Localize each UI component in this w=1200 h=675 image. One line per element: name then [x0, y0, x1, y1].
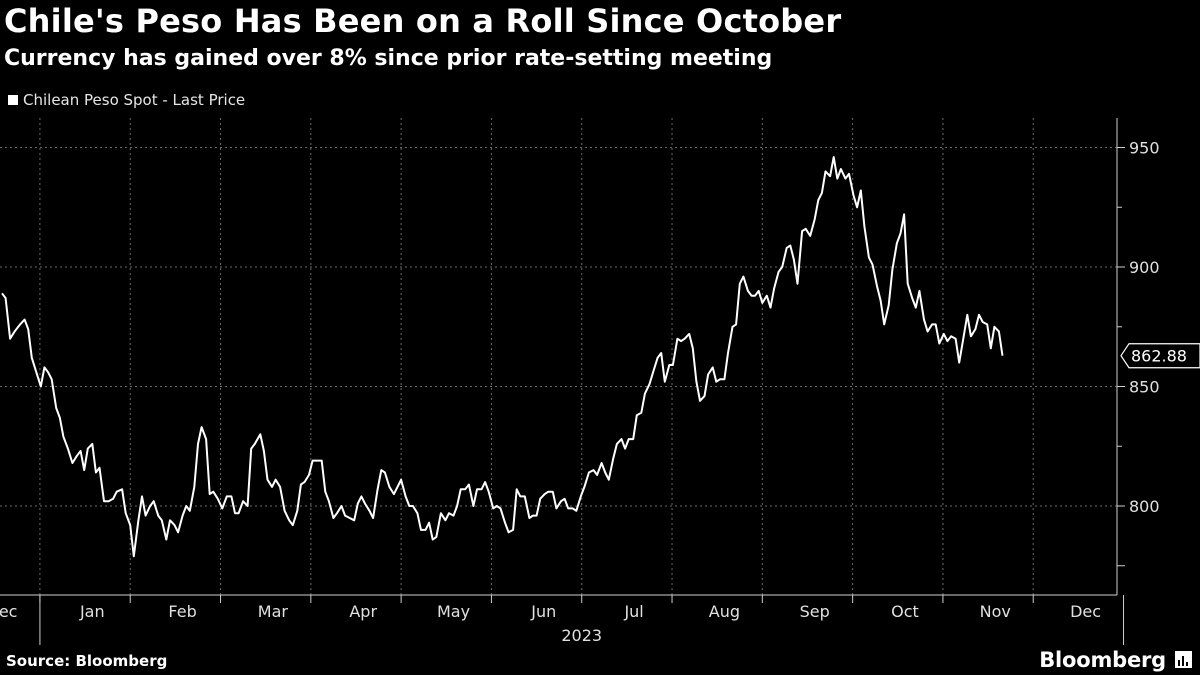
y-tick-label: 900: [1129, 258, 1160, 277]
x-tick-label: Jul: [623, 602, 643, 621]
last-value-callout: 862.88: [1120, 343, 1200, 369]
y-tick-label: 950: [1129, 139, 1160, 158]
x-tick-label: Aug: [709, 602, 740, 621]
y-tick-label: 800: [1129, 497, 1160, 516]
labels: 800 850 900 950 Dec Jan Feb Mar Apr May Jun Jul Aug S…: [0, 139, 1200, 645]
series-layer: [1, 156, 1004, 558]
y-tick-label: 850: [1129, 378, 1160, 397]
source-note: Source: Bloomberg: [6, 652, 168, 670]
x-tick-label: Sep: [800, 602, 830, 621]
x-tick-label: Jun: [530, 602, 556, 621]
x-tick-label: Apr: [349, 602, 377, 621]
axes: [0, 118, 1125, 645]
legend-label: Chilean Peso Spot - Last Price: [23, 91, 246, 109]
x-tick-label: May: [437, 602, 470, 621]
series-line: [1, 156, 1004, 558]
x-tick-label: Mar: [258, 602, 289, 621]
x-tick-label: Nov: [980, 602, 1011, 621]
bloomberg-logo: Bloomberg: [1039, 648, 1166, 672]
x-tick-label: Dec: [1070, 602, 1101, 621]
x-tick-label: Jan: [79, 602, 105, 621]
chart-subtitle: Currency has gained over 8% since prior …: [4, 46, 773, 71]
year-label: 2023: [561, 626, 602, 645]
x-tick-label: Feb: [168, 602, 196, 621]
last-value-box: [1120, 343, 1200, 369]
x-tick-label: Oct: [891, 602, 919, 621]
last-value-label: 862.88: [1131, 347, 1187, 366]
x-tick-label: Dec: [0, 602, 17, 621]
chart-title: Chile's Peso Has Been on a Roll Since Oc…: [4, 2, 842, 40]
grid: [0, 118, 1117, 595]
bloomberg-chart-icon: [1175, 651, 1192, 668]
legend: Chilean Peso Spot - Last Price: [8, 91, 245, 109]
legend-swatch: [8, 95, 18, 105]
